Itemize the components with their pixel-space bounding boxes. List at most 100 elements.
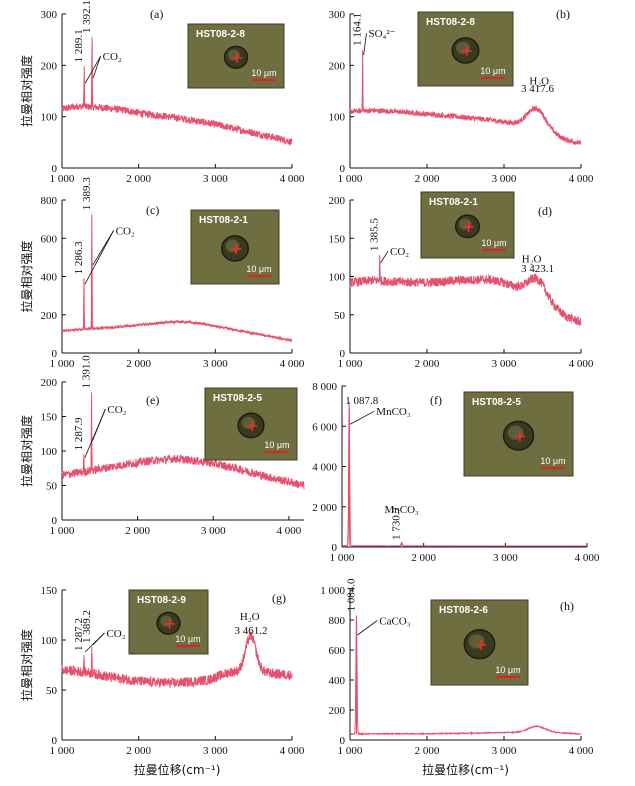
leader-line xyxy=(92,632,105,646)
panel-letter: (b) xyxy=(556,7,570,21)
x-tick-label: 3 000 xyxy=(201,525,226,537)
x-tick-label: 1 000 xyxy=(338,173,363,185)
compound-label: SO₄²⁻ xyxy=(368,28,395,40)
inclusion-bubble xyxy=(507,425,524,440)
y-axis-label: 拉曼相对强度 xyxy=(19,629,34,701)
x-tick-label: 3 000 xyxy=(493,552,518,564)
x-tick-label: 1 000 xyxy=(338,358,363,370)
panel-letter: (a) xyxy=(150,7,163,21)
compound-label: CaCO₃ xyxy=(379,616,411,628)
x-tick-label: 2 000 xyxy=(126,745,151,757)
y-tick-label: 50 xyxy=(334,310,346,322)
y-tick-label: 100 xyxy=(41,112,58,124)
y-tick-label: 1 000 xyxy=(320,585,345,597)
y-axis-label: 拉曼相对强度 xyxy=(19,55,34,127)
panel-letter: (f) xyxy=(430,393,442,407)
peak-label: 1 287.9 xyxy=(73,417,85,451)
panel-b: 0 100 200 300 1 000 2 000 3 000 4 000 1 164.1 SO₄… xyxy=(329,7,594,185)
x-tick-label: 3 000 xyxy=(203,173,228,185)
x-tick-label: 4 000 xyxy=(280,173,305,185)
spectrum-line xyxy=(61,631,293,688)
scale-label: 10 μm xyxy=(264,440,289,450)
x-tick-label: 2 000 xyxy=(125,525,150,537)
x-tick-label: 2 000 xyxy=(415,745,440,757)
peak-label: 1 391.0 xyxy=(81,355,93,389)
panel-c: 0 200 400 600 800 1 000 2 000 3 000 4 000 1 286.3… xyxy=(19,177,305,370)
panel-letter: (c) xyxy=(146,203,159,217)
y-tick-label: 50 xyxy=(46,685,58,697)
peak-label: 1 392.1 xyxy=(81,0,93,33)
y-tick-label: 0 xyxy=(340,735,346,747)
x-tick-label: 1 000 xyxy=(338,745,363,757)
panel-letter: (d) xyxy=(538,204,552,218)
annotation-label: H₂O xyxy=(240,611,260,623)
x-tick-label: 3 000 xyxy=(492,173,517,185)
x-tick-label: 1 000 xyxy=(50,745,75,757)
micrograph-inset: HST08-2-9 10 μm xyxy=(128,589,209,655)
y-tick-label: 4 000 xyxy=(312,462,337,474)
x-tick-label: 4 000 xyxy=(569,745,594,757)
x-tick-label: 1 000 xyxy=(330,552,355,564)
spectrum-line xyxy=(349,255,582,326)
y-tick-label: 300 xyxy=(329,9,346,21)
scale-label: 10 μm xyxy=(246,264,271,274)
y-tick-label: 200 xyxy=(41,60,58,72)
compound-label: CO₂ xyxy=(106,628,125,640)
panel-letter: (g) xyxy=(272,591,286,605)
annotation-label: 3 417.6 xyxy=(521,83,555,95)
y-tick-label: 200 xyxy=(41,310,58,322)
y-tick-label: 0 xyxy=(340,348,346,360)
y-tick-label: 200 xyxy=(329,60,346,72)
annotation-label: 3 423.1 xyxy=(521,263,554,275)
leader-line xyxy=(92,408,106,441)
sample-label: HST08-2-8 xyxy=(196,29,245,40)
inclusion-bubble xyxy=(227,49,240,61)
y-tick-label: 0 xyxy=(332,542,338,554)
x-tick-label: 1 000 xyxy=(50,525,75,537)
x-tick-label: 4 000 xyxy=(280,358,305,370)
y-tick-label: 0 xyxy=(52,735,58,747)
x-tick-label: 1 000 xyxy=(50,173,75,185)
compound-label: CO₂ xyxy=(107,404,126,416)
micrograph-inset: HST08-2-1 10 μm xyxy=(420,191,515,259)
y-tick-label: 400 xyxy=(41,272,58,284)
micrograph-inset: HST08-2-8 10 μm xyxy=(187,23,285,89)
inclusion-bubble xyxy=(160,615,173,627)
scale-label: 10 μm xyxy=(175,634,200,644)
inclusion-bubble xyxy=(225,239,240,253)
annotation-label: MnCO₃ xyxy=(384,504,419,516)
y-tick-label: 200 xyxy=(329,195,346,207)
sample-label: HST08-2-1 xyxy=(429,197,478,208)
y-axis-label: 拉曼相对强度 xyxy=(19,240,34,312)
y-tick-label: 100 xyxy=(329,112,346,124)
inclusion-bubble xyxy=(459,218,472,230)
scale-label: 10 μm xyxy=(481,238,506,248)
y-tick-label: 800 xyxy=(41,195,58,207)
y-tick-label: 600 xyxy=(329,645,346,657)
inclusion-bubble xyxy=(241,416,256,430)
peak-label: 1 084.0 xyxy=(346,578,358,612)
compound-label: CO₂ xyxy=(103,51,122,63)
x-tick-label: 2 000 xyxy=(411,552,436,564)
peak-label: 1 385.5 xyxy=(369,218,381,252)
leader-line xyxy=(380,250,389,263)
leader-line xyxy=(92,56,102,79)
x-tick-label: 3 000 xyxy=(203,745,228,757)
sample-label: HST08-2-5 xyxy=(472,397,521,408)
x-tick-label: 2 000 xyxy=(415,358,440,370)
x-axis-label: 拉曼位移(cm⁻¹) xyxy=(134,762,221,777)
annotation-label: H₂O xyxy=(529,75,549,87)
spectrum-line xyxy=(349,49,582,146)
x-axis-label: 拉曼位移(cm⁻¹) xyxy=(422,762,509,777)
y-tick-label: 0 xyxy=(52,515,58,527)
leader-line xyxy=(92,230,115,266)
y-tick-label: 100 xyxy=(329,272,346,284)
x-tick-label: 4 000 xyxy=(280,745,305,757)
x-tick-label: 4 000 xyxy=(569,358,594,370)
panel-letter: (h) xyxy=(560,599,574,613)
y-axis-label: 拉曼相对强度 xyxy=(19,415,34,487)
y-tick-label: 800 xyxy=(329,615,346,627)
sample-label: HST08-2-1 xyxy=(199,215,248,226)
compound-label: CO₂ xyxy=(116,225,135,237)
